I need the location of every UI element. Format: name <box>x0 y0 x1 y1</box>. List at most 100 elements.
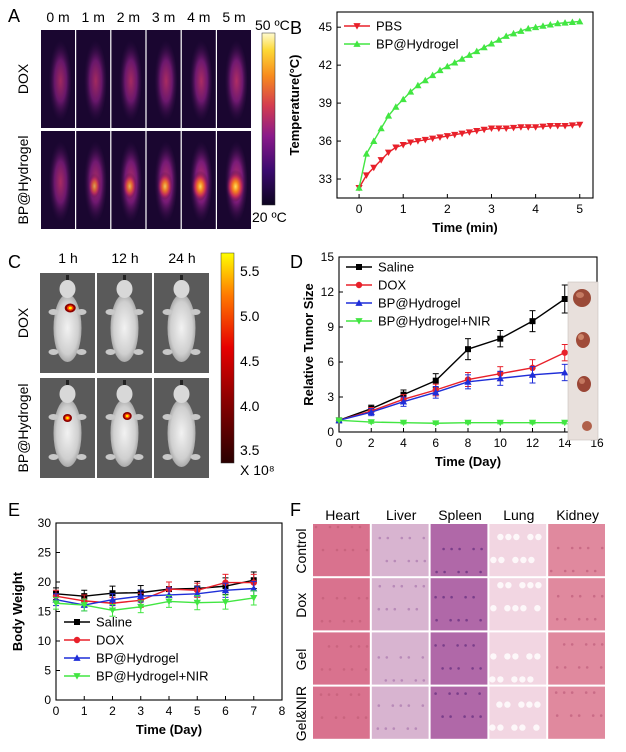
x-tick-label: 6 <box>222 704 229 718</box>
histology-alveolus <box>490 653 497 660</box>
histology-nucleus <box>392 727 396 730</box>
histology-tissue <box>489 524 547 577</box>
data-point <box>193 599 201 607</box>
histology-nucleus <box>364 668 368 671</box>
y-tick-label: 20 <box>38 575 52 589</box>
histology-nucleus <box>578 594 582 598</box>
x-tick-label: 12 <box>526 436 540 450</box>
thermal-body-glow <box>117 39 142 123</box>
thermal-body-glow <box>47 39 72 123</box>
histology-nucleus <box>350 525 354 529</box>
x-tick-label: 7 <box>250 704 257 718</box>
histology-nucleus <box>342 668 346 671</box>
data-point <box>509 124 518 132</box>
y-tick-label: 15 <box>321 250 335 264</box>
legend-item: Saline <box>64 615 132 630</box>
series-line <box>55 581 254 604</box>
histology-image-cell <box>548 632 605 685</box>
data-point <box>108 607 117 614</box>
histology-nucleus <box>463 715 466 718</box>
mouse-leg <box>190 349 201 355</box>
histology-tissue <box>430 686 488 739</box>
data-point <box>443 62 451 70</box>
mouse-leg <box>48 309 59 315</box>
y-tick-label: 25 <box>38 546 52 560</box>
legend-label: BP@Hydrogel <box>378 296 461 311</box>
histology-nucleus <box>377 704 381 707</box>
data-point <box>509 29 518 37</box>
y-tick-label: 30 <box>38 516 52 530</box>
x-axis-label: Time (Day) <box>435 454 501 469</box>
y-tick-label: 3 <box>327 390 334 404</box>
histology-nucleus <box>563 666 567 669</box>
y-tick-label: 12 <box>321 285 335 299</box>
histology-nucleus <box>365 548 369 552</box>
x-tick-label: 5 <box>576 202 583 216</box>
mouse-leg <box>190 309 201 315</box>
data-point <box>465 129 474 136</box>
histology-nucleus <box>442 547 445 551</box>
histology-nucleus <box>600 643 604 646</box>
x-tick-label: 6 <box>432 436 439 450</box>
panel-c-fluorescence-images: 1 h 12 h 24 h DOX BP@Hydrogel 5.5 5.0 4.5 4.0 3… <box>15 250 275 478</box>
mouse-leg <box>162 309 173 315</box>
mouse-image-cell <box>154 273 209 373</box>
legend: Saline DOX BP@Hydrogel BP@Hydrogel+NIR <box>64 615 209 684</box>
histology-nucleus <box>328 525 332 529</box>
mouse-head <box>116 280 133 298</box>
panel-label-d: D <box>290 252 303 272</box>
data-point <box>532 124 540 131</box>
histology-alveolus <box>520 605 527 612</box>
panel-f-group-label: Gel <box>293 649 309 671</box>
data-point <box>502 32 510 39</box>
histology-nucleus <box>556 594 560 598</box>
histology-nucleus <box>584 691 588 694</box>
panel-c-row-labels: DOX BP@Hydrogel <box>15 307 31 472</box>
histology-tissue <box>371 524 429 577</box>
histology-alveolus <box>497 533 504 541</box>
histology-nucleus <box>422 584 426 588</box>
mouse-leg <box>48 414 59 420</box>
panel-c-time-labels: 1 h 12 h 24 h <box>58 250 195 266</box>
legend-label: BP@Hydrogel+NIR <box>378 314 491 329</box>
histology-nucleus <box>378 584 382 588</box>
histology-nucleus <box>364 716 368 719</box>
data-point <box>80 602 88 609</box>
histology-nucleus <box>450 595 453 599</box>
panel-f-histology: Heart Liver Spleen Lung Kidney Control Dox Gel… <box>293 507 605 741</box>
mouse-body <box>167 399 196 467</box>
mouse-leg <box>76 414 87 420</box>
histology-nucleus <box>570 691 574 694</box>
panel-c-colorbar <box>220 252 235 464</box>
histology-nucleus <box>456 692 459 695</box>
tumor-saline <box>573 289 591 307</box>
histology-alveolus <box>490 556 497 564</box>
histology-image-cell <box>313 632 370 685</box>
panel-a-time-label: 1 m <box>82 9 105 25</box>
data-point <box>554 19 562 27</box>
histology-nucleus <box>328 619 332 623</box>
legend-item: BP@Hydrogel <box>344 37 459 52</box>
x-tick-label: 4 <box>400 436 407 450</box>
mouse-head <box>59 385 76 403</box>
thermal-hotspot <box>190 169 209 201</box>
data-point <box>487 40 496 47</box>
series-line <box>338 298 566 421</box>
series-line <box>55 597 254 612</box>
histology-nucleus <box>393 559 397 563</box>
data-point <box>502 125 510 133</box>
histology-nucleus <box>478 692 481 695</box>
histology-nucleus <box>555 617 559 621</box>
histology-nucleus <box>335 548 339 552</box>
histology-alveolus <box>497 676 504 683</box>
histology-image-cell <box>313 578 370 631</box>
mouse-leg <box>162 349 173 355</box>
mouse-body <box>53 294 82 362</box>
thermal-image-cell <box>146 131 181 229</box>
histology-nucleus <box>592 594 596 598</box>
data-point <box>414 138 422 145</box>
histology-nucleus <box>423 559 427 563</box>
thermal-image-cell <box>181 131 216 229</box>
data-point <box>137 592 145 600</box>
